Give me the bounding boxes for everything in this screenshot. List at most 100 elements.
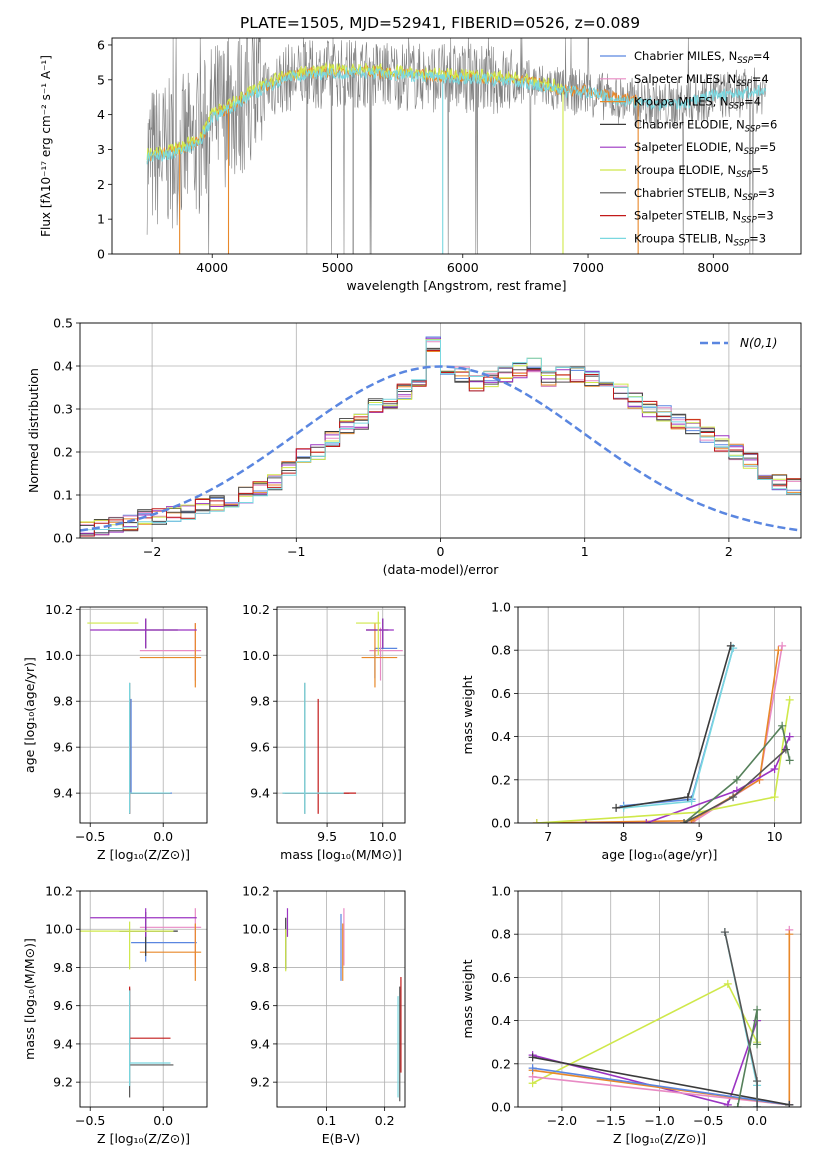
y-tick-label: 9.2 bbox=[53, 1075, 73, 1090]
errorbar-chabrier_stelib bbox=[129, 988, 174, 1098]
series-line-salpeter_miles bbox=[536, 645, 783, 823]
chart-mass-vs-Z: −0.5 0.0 9.2 9.4 9.6 9.8 10.0 10.2 Z [log₁₀(Z/Z⊙… bbox=[22, 884, 208, 1146]
y-tick-label: 2 bbox=[97, 177, 105, 192]
y-axis-label: mass [log₁₀(M/M⊙)] bbox=[22, 938, 37, 1060]
y-tick-label: 10.2 bbox=[242, 602, 270, 617]
normal-curve bbox=[80, 365, 801, 532]
axes-frame bbox=[517, 606, 802, 824]
errorbar-salpeter_elodie bbox=[90, 618, 197, 649]
y-tick-label: 9.4 bbox=[53, 786, 73, 801]
data-point bbox=[723, 979, 732, 988]
series-line-kroupa_stelib bbox=[623, 647, 734, 809]
errorbar-salpeter_stelib bbox=[129, 986, 171, 1064]
y-axis-label: mass weight bbox=[460, 959, 475, 1038]
axes-frame bbox=[276, 606, 406, 824]
observed-spectrum bbox=[146, 38, 767, 254]
x-tick-label: 9.5 bbox=[317, 829, 337, 844]
x-tick-label: 10.0 bbox=[369, 829, 397, 844]
data-point bbox=[774, 646, 783, 655]
y-axis-label: Flux [fλ10⁻¹⁷ erg cm⁻² s⁻¹ A⁻¹] bbox=[39, 55, 53, 237]
series-line-kroupa_elodie bbox=[536, 699, 791, 823]
y-tick-label: 0.2 bbox=[491, 772, 511, 787]
x-tick-label: −1.5 bbox=[596, 1113, 626, 1128]
data-point bbox=[612, 803, 621, 812]
errorbar-salpeter_elodie bbox=[366, 618, 394, 649]
y-tick-label: 9.4 bbox=[250, 1036, 270, 1051]
x-tick-label: −0.5 bbox=[75, 829, 105, 844]
y-tick-label: 9.8 bbox=[250, 960, 270, 975]
data-point bbox=[753, 1077, 762, 1086]
x-tick-label: 7 bbox=[544, 829, 552, 844]
errorbar-kroupa_stelib bbox=[129, 990, 171, 1086]
y-tick-label: 9.8 bbox=[53, 694, 73, 709]
y-tick-label: 10.0 bbox=[45, 648, 73, 663]
y-tick-label: 9.6 bbox=[250, 998, 270, 1013]
series-line-green bbox=[683, 724, 791, 823]
x-tick-label: 7000 bbox=[572, 260, 604, 275]
errorbar-kroupa_stelib bbox=[129, 682, 171, 814]
x-tick-label: 0.0 bbox=[747, 1113, 767, 1128]
errorbar-chabrier_miles bbox=[131, 927, 197, 962]
y-tick-label: 0.8 bbox=[491, 927, 511, 942]
x-axis-label: (data-model)/error bbox=[383, 562, 500, 577]
x-tick-label: 8 bbox=[620, 829, 628, 844]
y-tick-label: 10.2 bbox=[242, 884, 270, 899]
y-tick-label: 0.3 bbox=[53, 402, 73, 417]
data-point bbox=[753, 1040, 762, 1049]
data-point bbox=[753, 1103, 762, 1107]
y-axis-label: mass weight bbox=[460, 675, 475, 754]
y-tick-label: 0.4 bbox=[53, 359, 73, 374]
errorbar-chabrier_stelib bbox=[129, 682, 171, 814]
x-tick-label: 2 bbox=[725, 544, 733, 559]
data-point bbox=[785, 756, 794, 765]
y-tick-label: 4 bbox=[97, 107, 105, 122]
chart-mass-vs-ebv: 0.1 0.2 9.2 9.4 9.6 9.8 10.0 10.2 E(B-V) bbox=[242, 884, 406, 1146]
legend-entry: N(0,1) bbox=[740, 336, 777, 350]
errorbar-kroupa_miles bbox=[139, 923, 202, 981]
y-tick-label: 0.5 bbox=[53, 316, 73, 331]
y-tick-label: 0.0 bbox=[491, 816, 511, 831]
x-tick-label: 5000 bbox=[322, 260, 354, 275]
series-line-chabrier_elodie bbox=[532, 1056, 790, 1106]
axes-frame bbox=[111, 37, 802, 255]
legend-entry: Chabrier STELIB, NSSP=3 bbox=[634, 186, 775, 203]
x-tick-label: 0 bbox=[437, 544, 445, 559]
series-line-chabrier_miles bbox=[623, 647, 734, 807]
errorbar-kroupa_miles bbox=[139, 623, 202, 688]
series-line-kroupa_elodie bbox=[532, 982, 758, 1084]
y-tick-label: 9.4 bbox=[53, 1036, 73, 1051]
y-tick-label: 9.6 bbox=[250, 740, 270, 755]
errorbar-salpeter_miles bbox=[139, 623, 202, 681]
x-tick-label: −1 bbox=[287, 544, 305, 559]
chart-spectrum: 4000 5000 6000 7000 8000 0 1 2 3 4 5 6 wavelength [A… bbox=[39, 37, 802, 293]
data-point bbox=[753, 1005, 762, 1014]
y-tick-label: 9.8 bbox=[250, 694, 270, 709]
chart-age-vs-Z: −0.5 0.0 9.4 9.6 9.8 10.0 10.2 Z [log₁₀(Z/Z⊙)] a… bbox=[22, 602, 208, 862]
data-point bbox=[770, 765, 779, 773]
y-tick-label: 1 bbox=[97, 212, 105, 227]
y-tick-label: 0.4 bbox=[491, 729, 511, 744]
legend-entry: Kroupa MILES, NSSP=4 bbox=[634, 95, 761, 112]
data-point bbox=[687, 797, 696, 806]
plot-area bbox=[532, 641, 794, 823]
y-tick-label: 5 bbox=[97, 72, 105, 87]
y-tick-label: 3 bbox=[97, 142, 105, 157]
y-tick-label: 0.0 bbox=[491, 1100, 511, 1115]
data-point bbox=[778, 641, 787, 650]
axes-frame bbox=[79, 606, 208, 824]
chart-mass-weight-vs-Z: −2.0 −1.5 −1.0 −0.5 0.0 0.0 0.2 0.4 0.6 0.8 1.0 Z [… bbox=[460, 884, 802, 1146]
x-tick-label: 1 bbox=[581, 544, 589, 559]
figure-title: PLATE=1505, MJD=52941, FIBERID=0526, z=0… bbox=[240, 14, 640, 32]
data-point bbox=[781, 745, 790, 754]
errorbar-kroupa_stelib bbox=[282, 682, 344, 814]
data-point bbox=[785, 1100, 794, 1107]
x-tick-label: 4000 bbox=[196, 260, 228, 275]
y-tick-label: 0.4 bbox=[491, 1013, 511, 1028]
errorbar-salpeter_miles bbox=[139, 908, 202, 966]
x-tick-label: 0.0 bbox=[153, 829, 173, 844]
errorbar-kroupa_elodie bbox=[356, 611, 381, 656]
axes-frame bbox=[517, 890, 802, 1108]
errorbar-chabrier_stelib bbox=[282, 682, 350, 814]
y-tick-label: 9.2 bbox=[250, 1075, 270, 1090]
